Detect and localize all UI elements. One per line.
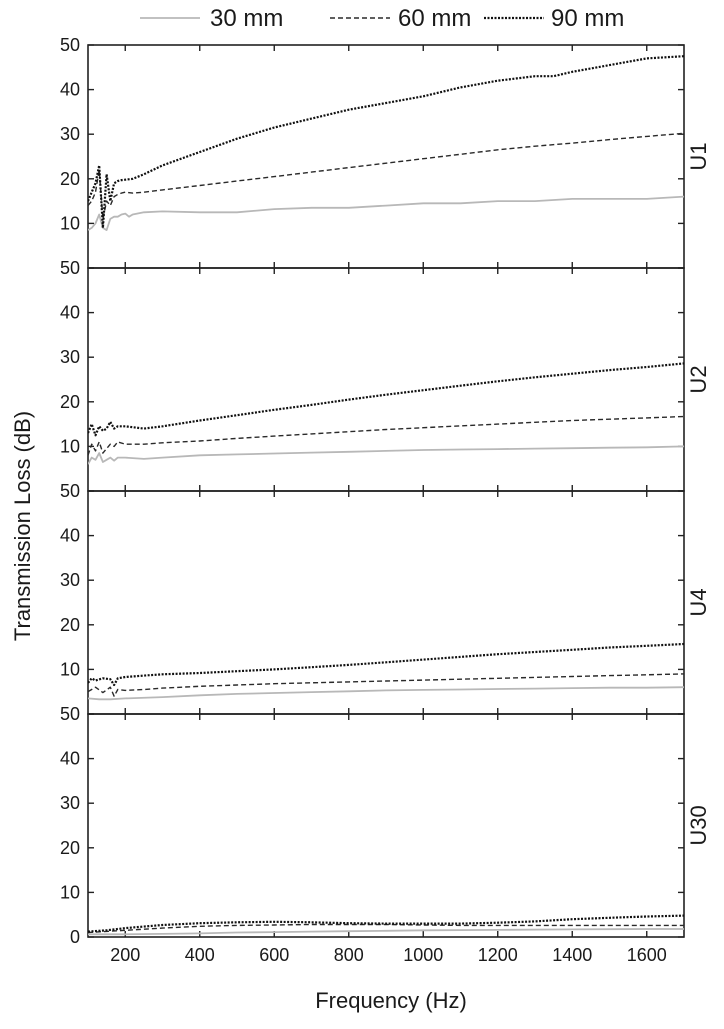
y-tick-label-u2-30: 30 (60, 347, 80, 367)
y-tick-label-u4-50: 50 (60, 481, 80, 501)
panel-frame-u30 (87, 713, 685, 938)
y-tick-label-u30-10: 10 (60, 882, 80, 902)
x-tick-label-1400: 1400 (552, 945, 592, 965)
panels: 10 20 30 40 50 U1 10 20 30 40 50 U2 10 20 30 40 50 U4 0 10 2… (60, 35, 711, 965)
y-tick-label-u30-40: 40 (60, 749, 80, 769)
panel-u4: 10 20 30 40 50 U4 (60, 481, 711, 715)
panel-label-u1: U1 (686, 142, 711, 170)
series-line-u4-60-mm (88, 673, 684, 697)
series-line-u2-90-mm (88, 362, 684, 437)
y-tick-label-u4-20: 20 (60, 615, 80, 635)
legend-label-30-mm: 30 mm (210, 5, 283, 32)
series-line-u1-90-mm (88, 55, 684, 229)
x-tick-label-1200: 1200 (478, 945, 518, 965)
y-tick-label-u1-20: 20 (60, 169, 80, 189)
series-group-u4 (88, 642, 684, 701)
series-line-u4-30-mm (88, 686, 684, 701)
legend: 30 mm 60 mm 90 mm (140, 5, 624, 32)
y-tick-label-u4-10: 10 (60, 659, 80, 679)
series-group-u1 (88, 55, 684, 231)
y-tick-label-u2-50: 50 (60, 258, 80, 278)
legend-label-90-mm: 90 mm (551, 5, 624, 32)
legend-entry-30-mm: 30 mm (140, 5, 283, 32)
series-line-u30-30-mm (88, 928, 684, 936)
y-tick-label-u30-0: 0 (70, 927, 80, 947)
y-axis-title: Transmission Loss (dB) (10, 411, 35, 641)
y-tick-label-u2-40: 40 (60, 303, 80, 323)
y-tick-label-u2-20: 20 (60, 392, 80, 412)
y-tick-label-u2-10: 10 (60, 436, 80, 456)
panel-label-u4: U4 (686, 588, 711, 616)
panel-label-u30: U30 (686, 805, 711, 845)
series-line-u2-60-mm (88, 415, 684, 456)
legend-entry-90-mm: 90 mm (484, 5, 624, 32)
y-tick-label-u4-40: 40 (60, 526, 80, 546)
y-tick-label-u30-20: 20 (60, 838, 80, 858)
x-tick-label-200: 200 (110, 945, 140, 965)
y-tick-label-u30-50: 50 (60, 704, 80, 724)
y-tick-label-u4-30: 30 (60, 570, 80, 590)
panel-frame-u1 (87, 44, 685, 269)
series-line-u30-90-mm (88, 914, 684, 933)
x-tick-label-400: 400 (185, 945, 215, 965)
x-tick-label-1000: 1000 (403, 945, 443, 965)
panel-u2: 10 20 30 40 50 U2 (60, 258, 711, 492)
series-group-u30 (88, 914, 684, 936)
panel-u30: 0 10 20 30 40 50 U30 (60, 704, 711, 947)
legend-label-60-mm: 60 mm (398, 5, 471, 32)
legend-entry-60-mm: 60 mm (330, 5, 471, 32)
y-tick-label-u1-50: 50 (60, 35, 80, 55)
series-line-u4-90-mm (88, 642, 684, 687)
x-tick-label-1600: 1600 (627, 945, 667, 965)
x-axis-title: Frequency (Hz) (315, 988, 467, 1013)
y-tick-label-u30-30: 30 (60, 793, 80, 813)
x-tick-labels: 200 400 600 800 1000 1200 1400 1600 (110, 945, 667, 965)
series-line-u1-30-mm (88, 195, 684, 231)
series-line-u1-60-mm (88, 132, 684, 220)
y-tick-label-u1-40: 40 (60, 80, 80, 100)
y-tick-label-u1-10: 10 (60, 213, 80, 233)
x-tick-label-600: 600 (259, 945, 289, 965)
panel-u1: 10 20 30 40 50 U1 (60, 35, 711, 269)
series-group-u2 (88, 362, 684, 465)
y-tick-label-u1-30: 30 (60, 124, 80, 144)
panel-label-u2: U2 (686, 365, 711, 393)
x-tick-label-800: 800 (334, 945, 364, 965)
series-line-u2-30-mm (88, 445, 684, 465)
